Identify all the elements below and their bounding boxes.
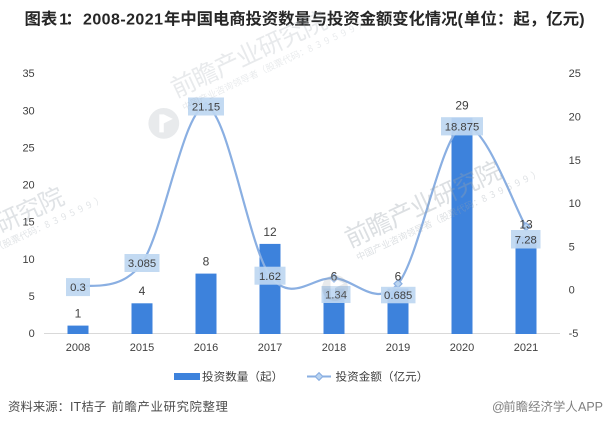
svg-text:29: 29 xyxy=(455,99,469,113)
svg-text:2021: 2021 xyxy=(514,342,538,354)
svg-text:-5: -5 xyxy=(569,328,579,340)
svg-text:25: 25 xyxy=(22,142,34,154)
svg-text:18.875: 18.875 xyxy=(445,121,480,133)
svg-text:3.085: 3.085 xyxy=(128,258,156,270)
svg-text:12: 12 xyxy=(263,225,277,239)
svg-text:0: 0 xyxy=(29,328,35,340)
svg-text:35: 35 xyxy=(22,68,34,80)
svg-text:2018: 2018 xyxy=(322,342,346,354)
svg-text:2017: 2017 xyxy=(258,342,282,354)
svg-text:2015: 2015 xyxy=(130,342,154,354)
svg-text:8: 8 xyxy=(203,255,210,269)
svg-text:10: 10 xyxy=(569,198,581,210)
svg-text:1: 1 xyxy=(59,12,68,29)
svg-text:0: 0 xyxy=(569,285,575,297)
svg-text:): ) xyxy=(579,12,584,29)
svg-text:1.34: 1.34 xyxy=(325,290,347,302)
svg-text:4: 4 xyxy=(139,284,146,298)
svg-text:IT: IT xyxy=(70,400,81,414)
svg-text:20: 20 xyxy=(569,112,581,124)
svg-text:@: @ xyxy=(492,400,505,414)
svg-text:10: 10 xyxy=(22,254,34,266)
svg-text:2008-2021: 2008-2021 xyxy=(83,12,163,29)
svg-text:30: 30 xyxy=(22,105,34,117)
svg-text:7.28: 7.28 xyxy=(515,234,537,246)
svg-text:2020: 2020 xyxy=(450,342,474,354)
svg-text:25: 25 xyxy=(569,68,581,80)
svg-text:1: 1 xyxy=(75,306,82,320)
svg-text:20: 20 xyxy=(22,180,34,192)
svg-text:5: 5 xyxy=(29,291,35,303)
svg-text:0.685: 0.685 xyxy=(384,290,412,302)
svg-text:15: 15 xyxy=(22,217,34,229)
svg-text:21.15: 21.15 xyxy=(192,102,220,114)
svg-text:13: 13 xyxy=(519,217,533,231)
svg-text:0.3: 0.3 xyxy=(70,282,86,294)
svg-text:5: 5 xyxy=(569,241,575,253)
svg-text:6: 6 xyxy=(331,269,338,283)
svg-text:15: 15 xyxy=(569,155,581,167)
svg-text:2016: 2016 xyxy=(194,342,218,354)
svg-text:6: 6 xyxy=(395,269,402,283)
svg-text:APP: APP xyxy=(578,400,603,414)
svg-text:(: ( xyxy=(458,12,464,29)
svg-text:2008: 2008 xyxy=(66,342,90,354)
svg-text:1.62: 1.62 xyxy=(259,271,281,283)
svg-text:2019: 2019 xyxy=(386,342,410,354)
